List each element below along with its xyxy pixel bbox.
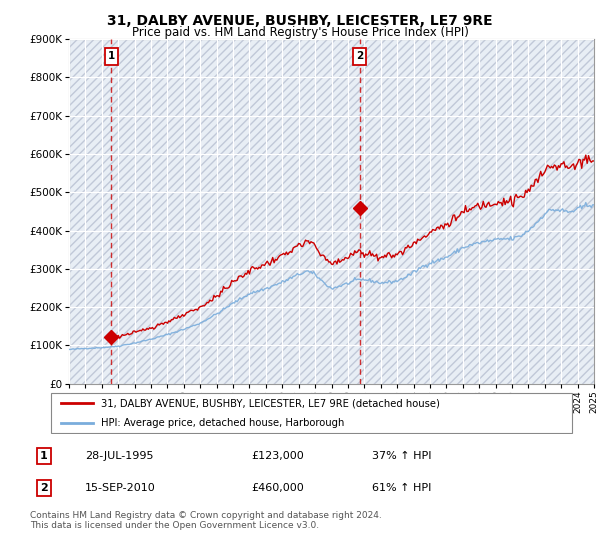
Text: £123,000: £123,000 [251,451,304,461]
Text: £460,000: £460,000 [251,483,304,493]
Text: 1: 1 [108,52,115,62]
Text: 37% ↑ HPI: 37% ↑ HPI [372,451,432,461]
Text: 61% ↑ HPI: 61% ↑ HPI [372,483,431,493]
Text: 31, DALBY AVENUE, BUSHBY, LEICESTER, LE7 9RE: 31, DALBY AVENUE, BUSHBY, LEICESTER, LE7… [107,14,493,28]
Text: HPI: Average price, detached house, Harborough: HPI: Average price, detached house, Harb… [101,418,344,428]
Text: 1: 1 [40,451,47,461]
Text: 28-JUL-1995: 28-JUL-1995 [85,451,154,461]
Text: 31, DALBY AVENUE, BUSHBY, LEICESTER, LE7 9RE (detached house): 31, DALBY AVENUE, BUSHBY, LEICESTER, LE7… [101,398,440,408]
Text: 2: 2 [40,483,47,493]
Text: 2: 2 [356,52,363,62]
Text: Price paid vs. HM Land Registry's House Price Index (HPI): Price paid vs. HM Land Registry's House … [131,26,469,39]
Text: Contains HM Land Registry data © Crown copyright and database right 2024.
This d: Contains HM Land Registry data © Crown c… [30,511,382,530]
FancyBboxPatch shape [50,393,572,433]
Text: 15-SEP-2010: 15-SEP-2010 [85,483,156,493]
